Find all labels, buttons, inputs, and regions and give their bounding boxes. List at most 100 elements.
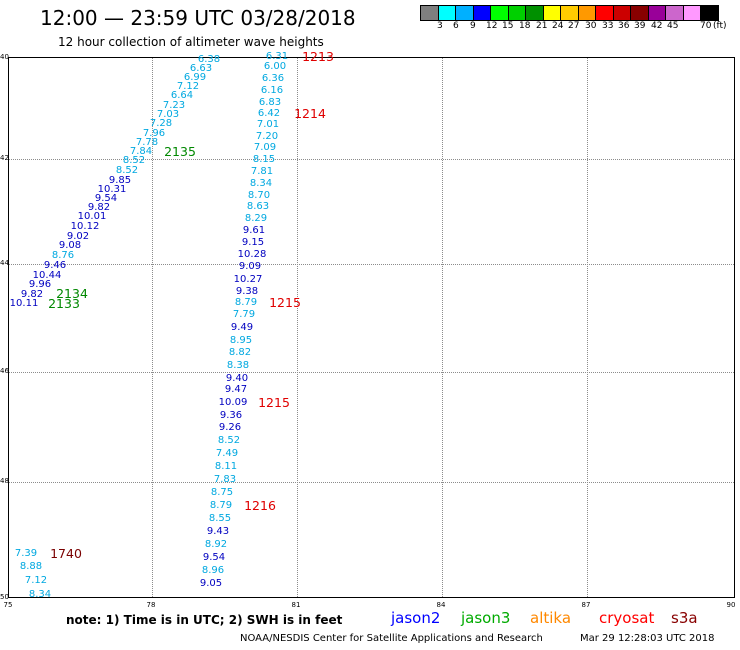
wave-height-reading: 9.54 — [94, 193, 118, 204]
color-scale-label: 42 — [651, 21, 663, 31]
latitude-label: 44 — [0, 259, 9, 267]
wave-height-reading: 9.82 — [87, 202, 111, 213]
wave-height-reading: 6.36 — [261, 73, 285, 84]
color-swatch — [507, 5, 526, 21]
wave-height-reading: 9.09 — [238, 261, 262, 272]
satellite-legend-cryosat: cryosat — [599, 609, 655, 627]
wave-height-reading: 7.12 — [176, 81, 200, 92]
wave-height-reading: 10.09 — [218, 397, 248, 408]
footer-note: note: 1) Time is in UTC; 2) SWH is in fe… — [66, 613, 343, 627]
wave-height-reading: 9.36 — [219, 410, 243, 421]
longitude-label: 90 — [726, 601, 736, 609]
satellite-legend-jason3: jason3 — [461, 609, 511, 627]
latitude-label: 50 — [0, 593, 9, 601]
wave-height-reading: 6.63 — [189, 63, 213, 74]
color-swatch — [472, 5, 491, 21]
wave-height-reading: 8.52 — [115, 165, 139, 176]
wave-height-reading: 9.08 — [58, 240, 82, 251]
color-swatch — [525, 5, 544, 21]
wave-height-reading: 8.11 — [214, 461, 238, 472]
color-scale-label: 15 — [502, 21, 514, 31]
gridline-lon-81 — [297, 58, 298, 597]
wave-height-reading: 7.20 — [255, 131, 279, 142]
color-scale-label: 24 — [552, 21, 564, 31]
color-scale-legend — [420, 5, 719, 21]
wave-height-reading: 9.05 — [199, 578, 223, 589]
wave-height-reading: 9.85 — [108, 175, 132, 186]
color-swatch — [630, 5, 649, 21]
color-swatch — [595, 5, 614, 21]
color-swatch — [665, 5, 684, 21]
credit-text: NOAA/NESDIS Center for Satellite Applica… — [240, 633, 543, 644]
wave-height-reading: 8.55 — [208, 513, 232, 524]
wave-height-reading: 8.96 — [201, 565, 225, 576]
wave-height-reading: 8.15 — [252, 154, 276, 165]
color-scale-label: 45 — [667, 21, 679, 31]
wave-height-reading: 8.70 — [247, 190, 271, 201]
wave-height-reading: 8.63 — [246, 201, 270, 212]
color-swatch — [455, 5, 474, 21]
pass-number-label: 1213 — [302, 48, 334, 64]
wave-height-reading: 9.43 — [206, 526, 230, 537]
wave-height-reading: 7.81 — [250, 166, 274, 177]
color-swatch — [560, 5, 579, 21]
pass-number-label: 2134 — [56, 285, 88, 301]
wave-height-reading: 8.88 — [19, 561, 43, 572]
gridline-lat-48 — [9, 482, 734, 483]
satellite-legend-altika: altika — [530, 609, 572, 627]
wave-height-reading: 9.49 — [230, 322, 254, 333]
wave-height-reading: 10.28 — [237, 249, 267, 260]
wave-height-reading: 7.12 — [24, 575, 48, 586]
wave-height-reading: 9.47 — [224, 384, 248, 395]
color-scale-label: 30 — [585, 21, 597, 31]
color-swatch — [490, 5, 509, 21]
wave-height-reading: 8.52 — [217, 435, 241, 446]
wave-height-reading: 8.76 — [51, 250, 75, 261]
wave-height-reading: 8.34 — [249, 178, 273, 189]
latitude-label: 48 — [0, 477, 9, 485]
color-scale-label: 33 — [602, 21, 614, 31]
wave-height-reading: 7.49 — [215, 448, 239, 459]
map-frame — [8, 57, 735, 598]
wave-height-reading: 10.27 — [233, 274, 263, 285]
gridline-lon-84 — [442, 58, 443, 597]
wave-height-reading: 8.38 — [226, 360, 250, 371]
wave-height-reading: 6.16 — [260, 85, 284, 96]
color-swatch — [577, 5, 596, 21]
map-title: 12:00 — 23:59 UTC 03/28/2018 — [40, 6, 356, 30]
wave-height-reading: 7.84 — [129, 146, 153, 157]
satellite-legend-jason2: jason2 — [391, 609, 441, 627]
color-scale-label: 70 — [700, 21, 712, 31]
wave-height-reading: 10.11 — [9, 298, 39, 309]
wave-height-reading: 8.79 — [209, 500, 233, 511]
wave-height-reading: 7.01 — [256, 119, 280, 130]
wave-height-reading: 6.31 — [265, 51, 289, 62]
wave-height-reading: 9.96 — [28, 279, 52, 290]
pass-number-label: 1215 — [269, 294, 301, 310]
color-scale-label: 39 — [634, 21, 646, 31]
wave-height-reading: 9.40 — [225, 373, 249, 384]
wave-height-reading: 10.44 — [32, 270, 62, 281]
wave-height-reading: 7.96 — [142, 128, 166, 139]
pass-number-label: 2135 — [164, 143, 196, 159]
wave-height-reading: 6.38 — [197, 54, 221, 65]
pass-number-label: 1740 — [50, 545, 82, 561]
gridline-lat-44 — [9, 264, 734, 265]
color-swatch — [612, 5, 631, 21]
wave-height-reading: 6.99 — [183, 72, 207, 83]
wave-height-reading: 9.26 — [218, 422, 242, 433]
wave-height-reading: 7.78 — [135, 137, 159, 148]
wave-height-reading: 6.64 — [170, 90, 194, 101]
gridline-lon-87 — [587, 58, 588, 597]
color-scale-label: 6 — [453, 21, 459, 31]
wave-height-reading: 6.00 — [263, 61, 287, 72]
generated-time: Mar 29 12:28:03 UTC 2018 — [580, 633, 715, 644]
wave-height-reading: 6.83 — [258, 97, 282, 108]
wave-height-reading: 10.31 — [97, 184, 127, 195]
pass-number-label: 1215 — [258, 394, 290, 410]
latitude-label: 40 — [0, 53, 9, 61]
pass-number-label: 1214 — [294, 105, 326, 121]
wave-height-reading: 7.39 — [14, 548, 38, 559]
wave-height-reading: 8.75 — [210, 487, 234, 498]
color-scale-label: 36 — [618, 21, 630, 31]
